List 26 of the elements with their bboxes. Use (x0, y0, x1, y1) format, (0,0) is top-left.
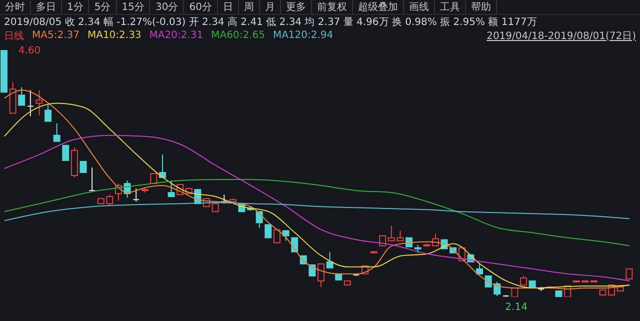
text: 2.14 (505, 302, 528, 314)
text: 超级叠加 (352, 0, 404, 14)
text: 更多 (280, 0, 312, 14)
text: 60分 (184, 0, 218, 14)
text: 分时 (0, 0, 31, 14)
text: 周 (238, 0, 260, 14)
text: 帮助 (466, 0, 497, 14)
text: 多日 (31, 0, 62, 14)
text: 画线 (404, 0, 435, 14)
series-label: 日线 (4, 30, 24, 42)
text: 4.60 (18, 46, 41, 57)
chart-subtitle: 2019/04/18-2019/08/01(72日) (486, 30, 636, 42)
text: MA120:2.94 (272, 30, 334, 41)
text: 15分 (116, 0, 150, 14)
text: MA5:2.37 (32, 30, 80, 41)
text: 月 (260, 0, 281, 14)
text: MA60:2.65 (211, 30, 265, 41)
text: 前复权 (312, 0, 353, 14)
text: 工具 (434, 0, 466, 14)
text: MA10:2.33 (87, 30, 142, 41)
text: 1分 (62, 0, 90, 14)
text: 30分 (150, 0, 184, 14)
text: MA20:2.31 (149, 30, 204, 41)
chart-title: 2019/08/05 收 2.34 幅 -1.27%(-0.03) 开 2.34 高 2.41 低 2.34 均 2.37 量 4.96万 换 0.98% 振 2.95% 额 1177万 (4, 16, 537, 29)
text: 日 (218, 0, 239, 14)
text: 5分 (89, 0, 117, 14)
